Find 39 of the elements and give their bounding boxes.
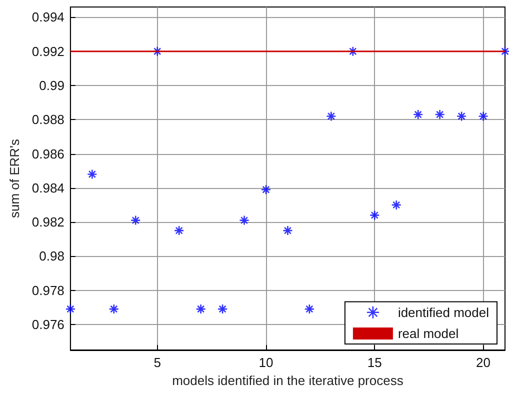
point: [304, 304, 315, 314]
y-tick-label: 0.986: [32, 146, 64, 162]
y-tick-label: 0.994: [32, 10, 64, 25]
y-tick-label: 0.992: [32, 44, 64, 59]
point: [500, 46, 509, 57]
y-tick-label: 0.98: [39, 248, 64, 264]
point: [217, 304, 228, 314]
point: [391, 200, 402, 210]
point: [130, 215, 141, 226]
point: [326, 111, 336, 122]
point: [282, 225, 293, 236]
legend-label: real model: [398, 326, 459, 341]
point: [434, 109, 445, 120]
point: [478, 111, 488, 122]
point: [456, 111, 467, 122]
point: [369, 210, 380, 220]
y-tick-label: 0.976: [32, 316, 64, 332]
point: [65, 304, 76, 314]
x-tick-label: 5: [154, 355, 161, 370]
x-axis-title: models identified in the iterative process: [172, 372, 404, 388]
x-tick-label: 10: [258, 355, 274, 370]
point: [108, 304, 120, 314]
point: [196, 304, 206, 314]
y-tick-label: 0.978: [32, 282, 64, 298]
x-tick-label: 15: [367, 355, 382, 370]
y-tick-label: 0.99: [39, 78, 64, 93]
point: [348, 46, 358, 57]
point: [174, 225, 184, 236]
legend-label: identified model: [398, 304, 490, 320]
point: [260, 184, 272, 195]
y-tick-label: 0.988: [32, 112, 64, 128]
y-tick-label: 0.984: [32, 180, 64, 196]
point: [87, 169, 98, 180]
x-tick-label: 20: [476, 355, 491, 370]
y-axis-title: sum of ERR's: [7, 138, 22, 218]
y-tick-label: 0.982: [32, 214, 64, 230]
point: [412, 109, 424, 120]
point: [239, 215, 250, 226]
point: [152, 46, 162, 57]
